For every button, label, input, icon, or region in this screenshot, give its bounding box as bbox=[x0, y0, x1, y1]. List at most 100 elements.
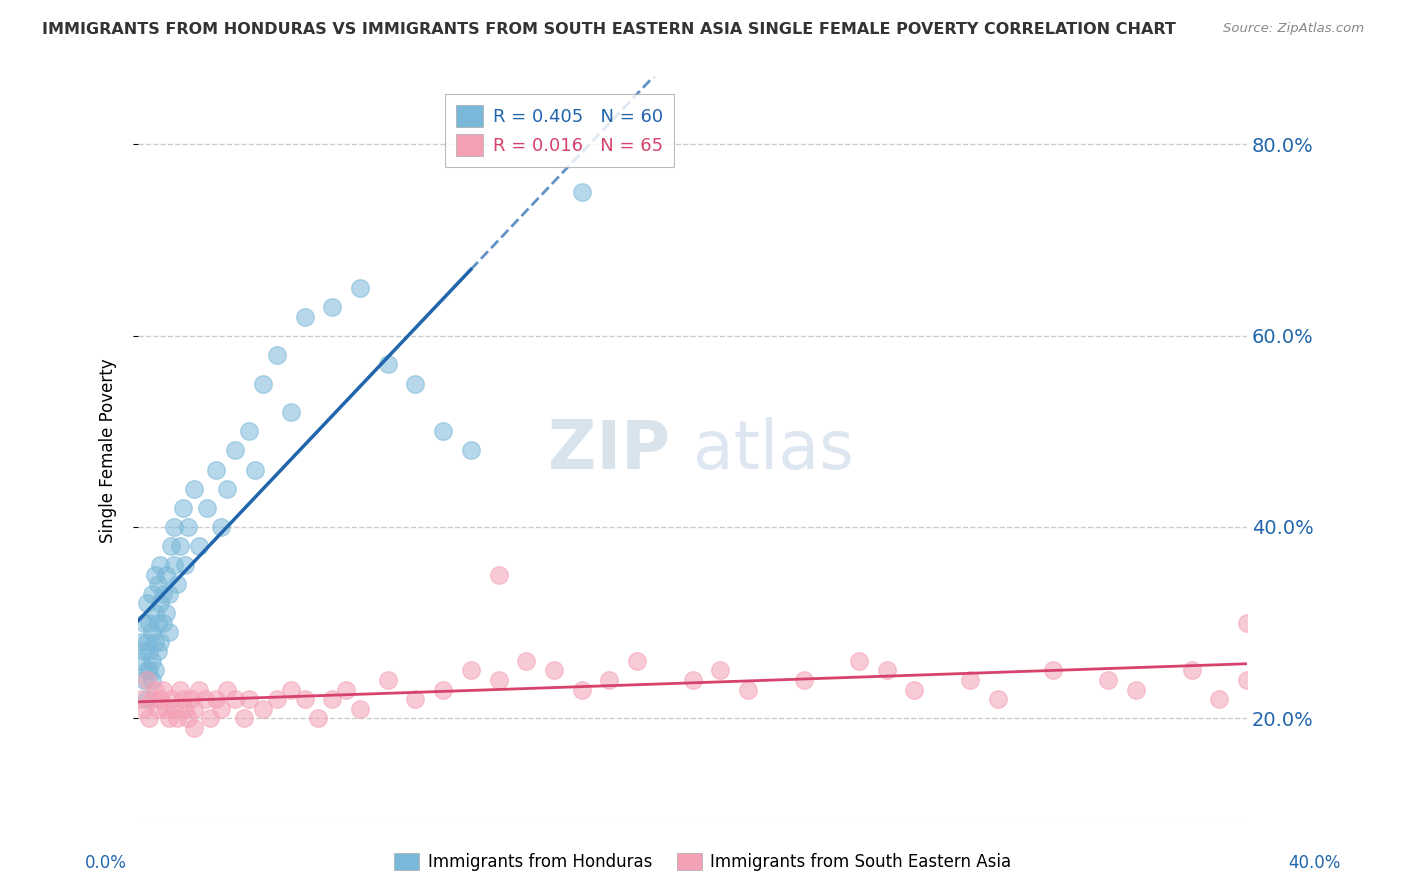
Point bbox=[1042, 664, 1064, 678]
Point bbox=[143, 664, 166, 678]
Text: ZIP: ZIP bbox=[548, 417, 671, 483]
Point bbox=[135, 597, 157, 611]
Point bbox=[1236, 615, 1258, 630]
Point bbox=[307, 711, 329, 725]
Point bbox=[132, 702, 155, 716]
Point bbox=[224, 692, 246, 706]
Point bbox=[143, 567, 166, 582]
Point bbox=[141, 625, 163, 640]
Point bbox=[138, 615, 160, 630]
Point bbox=[252, 376, 274, 391]
Point bbox=[959, 673, 981, 687]
Point bbox=[321, 300, 343, 314]
Point bbox=[163, 558, 186, 573]
Point bbox=[146, 702, 169, 716]
Point bbox=[146, 577, 169, 591]
Point bbox=[138, 664, 160, 678]
Point bbox=[243, 462, 266, 476]
Point bbox=[155, 702, 177, 716]
Point bbox=[129, 634, 152, 648]
Point bbox=[141, 673, 163, 687]
Point bbox=[194, 692, 217, 706]
Point bbox=[215, 682, 238, 697]
Point bbox=[155, 606, 177, 620]
Point bbox=[172, 692, 194, 706]
Point bbox=[1208, 692, 1230, 706]
Point bbox=[266, 692, 288, 706]
Point bbox=[149, 634, 172, 648]
Text: Source: ZipAtlas.com: Source: ZipAtlas.com bbox=[1223, 22, 1364, 36]
Point bbox=[349, 281, 371, 295]
Point bbox=[141, 654, 163, 668]
Point bbox=[180, 692, 202, 706]
Point bbox=[146, 644, 169, 658]
Point bbox=[172, 500, 194, 515]
Point bbox=[682, 673, 704, 687]
Point bbox=[252, 702, 274, 716]
Point bbox=[321, 692, 343, 706]
Point bbox=[149, 558, 172, 573]
Point bbox=[188, 539, 211, 553]
Point bbox=[135, 664, 157, 678]
Point bbox=[488, 673, 510, 687]
Point bbox=[143, 606, 166, 620]
Point bbox=[709, 664, 731, 678]
Point bbox=[157, 711, 180, 725]
Point bbox=[280, 405, 302, 419]
Point bbox=[163, 520, 186, 534]
Point bbox=[160, 692, 183, 706]
Point bbox=[132, 673, 155, 687]
Point bbox=[848, 654, 870, 668]
Point bbox=[209, 702, 232, 716]
Text: atlas: atlas bbox=[693, 417, 853, 483]
Point bbox=[460, 664, 482, 678]
Point bbox=[626, 654, 648, 668]
Point bbox=[174, 702, 197, 716]
Point bbox=[129, 654, 152, 668]
Point bbox=[157, 625, 180, 640]
Point bbox=[232, 711, 254, 725]
Point bbox=[152, 587, 174, 601]
Point bbox=[141, 692, 163, 706]
Point bbox=[294, 692, 316, 706]
Point bbox=[138, 711, 160, 725]
Point bbox=[294, 310, 316, 324]
Point bbox=[166, 711, 188, 725]
Point bbox=[166, 577, 188, 591]
Point bbox=[571, 185, 593, 199]
Point bbox=[377, 357, 399, 371]
Point bbox=[598, 673, 620, 687]
Point bbox=[1181, 664, 1204, 678]
Point bbox=[515, 654, 537, 668]
Point bbox=[141, 587, 163, 601]
Point bbox=[183, 482, 205, 496]
Point bbox=[149, 692, 172, 706]
Point bbox=[160, 539, 183, 553]
Point bbox=[737, 682, 759, 697]
Text: 0.0%: 0.0% bbox=[84, 855, 127, 872]
Point bbox=[280, 682, 302, 697]
Y-axis label: Single Female Poverty: Single Female Poverty bbox=[100, 359, 117, 542]
Point bbox=[157, 587, 180, 601]
Point bbox=[152, 615, 174, 630]
Point bbox=[377, 673, 399, 687]
Point bbox=[183, 721, 205, 735]
Point bbox=[135, 692, 157, 706]
Point bbox=[204, 462, 226, 476]
Text: IMMIGRANTS FROM HONDURAS VS IMMIGRANTS FROM SOUTH EASTERN ASIA SINGLE FEMALE POV: IMMIGRANTS FROM HONDURAS VS IMMIGRANTS F… bbox=[42, 22, 1175, 37]
Point bbox=[876, 664, 898, 678]
Point bbox=[215, 482, 238, 496]
Point bbox=[146, 615, 169, 630]
Point bbox=[163, 702, 186, 716]
Point bbox=[209, 520, 232, 534]
Point bbox=[138, 644, 160, 658]
Point bbox=[460, 443, 482, 458]
Legend: Immigrants from Honduras, Immigrants from South Eastern Asia: Immigrants from Honduras, Immigrants fro… bbox=[387, 845, 1019, 880]
Point bbox=[488, 567, 510, 582]
Point bbox=[987, 692, 1010, 706]
Point bbox=[335, 682, 357, 697]
Point bbox=[174, 558, 197, 573]
Point bbox=[197, 500, 219, 515]
Point bbox=[177, 520, 200, 534]
Point bbox=[571, 682, 593, 697]
